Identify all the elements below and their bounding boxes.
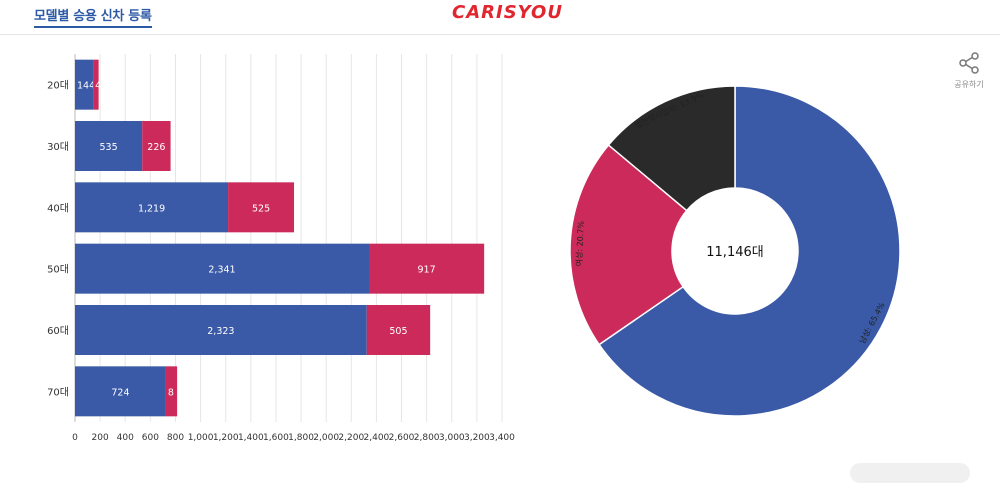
category-label: 50대 <box>47 264 69 276</box>
bar-segment[interactable] <box>75 182 229 233</box>
bar-segment[interactable] <box>75 243 370 294</box>
data-label: 8 <box>168 387 174 398</box>
data-label: 44 <box>95 81 107 92</box>
bar-segment[interactable] <box>228 182 295 233</box>
x-tick-label: 600 <box>142 433 159 443</box>
category-label: 20대 <box>47 80 69 92</box>
category-label: 40대 <box>47 202 69 214</box>
x-tick-label: 1,000 <box>188 433 214 443</box>
pie-slice[interactable] <box>569 143 688 346</box>
x-tick-label: 200 <box>92 433 109 443</box>
x-tick-label: 800 <box>167 433 184 443</box>
data-label: 226 <box>147 142 165 153</box>
data-label: 917 <box>418 265 436 276</box>
x-tick-label: 2,200 <box>338 433 364 443</box>
bar-segment[interactable] <box>75 366 166 417</box>
x-tick-label: 3,400 <box>489 433 515 443</box>
gender-donut-chart: 남성: 65.4%여성: 20.7%법인및사업자: 13.9%11,146대 <box>569 85 901 417</box>
footer-pill <box>850 463 970 483</box>
data-label: 535 <box>100 142 118 153</box>
category-label: 60대 <box>47 325 69 337</box>
x-tick-label: 2,400 <box>364 433 390 443</box>
pie-slice[interactable] <box>598 85 901 417</box>
bar-segment[interactable] <box>369 243 485 294</box>
x-tick-label: 2,600 <box>389 433 415 443</box>
slice-label: 여성: 20.7% <box>574 220 586 266</box>
bar-segment[interactable] <box>366 305 431 355</box>
bar-segment[interactable] <box>75 121 143 171</box>
data-label: 1,219 <box>138 203 165 214</box>
data-label: 525 <box>252 203 270 214</box>
bar-segment[interactable] <box>75 305 367 355</box>
data-label: 505 <box>389 326 407 337</box>
share-icon <box>959 52 979 74</box>
x-tick-label: 1,200 <box>213 433 239 443</box>
share-button[interactable]: 공유하기 <box>952 52 986 90</box>
x-tick-label: 3,200 <box>464 433 490 443</box>
x-tick-label: 1,600 <box>263 433 289 443</box>
x-tick-label: 400 <box>117 433 134 443</box>
x-tick-label: 2,000 <box>313 433 339 443</box>
bar-segment[interactable] <box>142 121 171 171</box>
x-tick-label: 1,400 <box>238 433 264 443</box>
data-label: 144 <box>77 81 95 92</box>
bar-segment[interactable] <box>75 59 94 110</box>
x-tick-label: 1,800 <box>288 433 314 443</box>
data-label: 2,323 <box>207 326 234 337</box>
x-tick-label: 0 <box>72 433 78 443</box>
age-bar-chart: 0 200 400 600 800 1,000 1,200 1,400 1,600 1,800 2,… <box>47 54 515 443</box>
category-label: 70대 <box>47 386 69 398</box>
bar-segment[interactable] <box>93 59 99 110</box>
x-tick-label: 3,000 <box>439 433 465 443</box>
data-label: 2,341 <box>208 265 235 276</box>
page-title[interactable]: 모델별 승용 신차 등록 <box>34 5 152 28</box>
share-label: 공유하기 <box>954 80 984 89</box>
donut-center-label: 11,146대 <box>706 245 763 260</box>
category-label: 30대 <box>47 141 69 153</box>
bar-segment[interactable] <box>165 366 178 417</box>
pie-slice[interactable] <box>607 85 736 212</box>
data-label: 724 <box>111 387 129 398</box>
brand-logo: CARISYOU <box>452 2 563 23</box>
page-header: 모델별 승용 신차 등록 CARISYOU <box>0 0 1000 35</box>
x-tick-label: 2,800 <box>414 433 440 443</box>
